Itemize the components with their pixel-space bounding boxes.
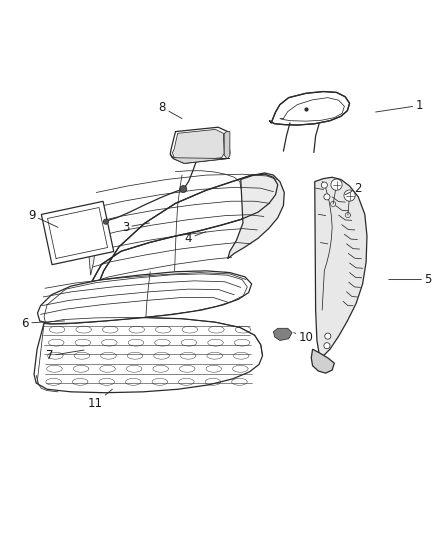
Polygon shape [41,201,114,265]
Text: 6: 6 [21,317,64,329]
Circle shape [325,333,331,339]
Text: 5: 5 [389,273,431,286]
Polygon shape [311,349,334,373]
Text: 4: 4 [185,232,206,245]
Polygon shape [315,177,367,356]
Polygon shape [224,132,230,158]
Text: 8: 8 [159,101,182,118]
Text: 9: 9 [28,208,58,228]
Polygon shape [344,190,355,201]
Circle shape [321,182,327,188]
Text: 1: 1 [376,99,423,112]
Text: 11: 11 [88,389,113,410]
Text: 2: 2 [345,182,362,195]
Polygon shape [228,173,284,259]
Text: 10: 10 [294,330,314,343]
Polygon shape [331,179,342,190]
Circle shape [324,194,330,200]
Circle shape [324,343,330,349]
Polygon shape [88,174,278,312]
Circle shape [103,219,109,224]
Polygon shape [34,318,262,393]
Text: 7: 7 [46,349,84,362]
Polygon shape [170,127,230,163]
Polygon shape [88,206,96,275]
Polygon shape [38,271,252,324]
Circle shape [180,185,187,192]
Polygon shape [273,328,292,341]
Polygon shape [170,154,230,163]
Text: 3: 3 [122,221,149,234]
Polygon shape [269,92,350,125]
Polygon shape [173,130,224,161]
